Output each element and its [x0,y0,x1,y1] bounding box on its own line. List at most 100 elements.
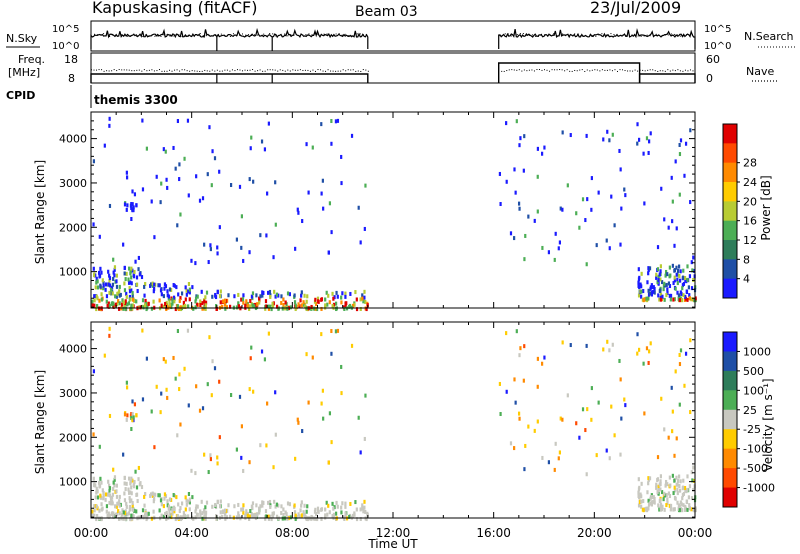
power-cell [191,285,194,290]
nave-dot [221,70,223,72]
nave-label: Nave [746,65,774,78]
power-cell [613,223,616,228]
velocity-cell [168,497,172,502]
nave-dot [609,69,611,71]
velocity-cell [271,514,275,519]
velocity-cell [547,460,551,465]
velocity-cell [196,504,199,509]
power-cell [322,206,325,211]
velocity-cell [689,410,692,415]
power-cell [523,134,526,139]
velocity-cell [675,475,678,480]
power-cell [584,218,587,223]
velocity-cell [100,480,103,485]
velocity-cell [671,473,674,478]
velocity-cell [92,369,96,374]
power-cell [288,292,291,297]
colorbar-cell [723,182,737,202]
nave-dot [622,69,624,71]
velocity-cell [300,500,303,505]
power-cell [315,307,319,312]
power-cell [637,267,640,272]
nave-dot [682,70,684,72]
velocity-cell [650,502,654,507]
velocity-cell [674,369,677,374]
velocity-cell [152,499,155,504]
nave-dot [586,69,588,71]
power-cell [167,294,171,299]
velocity-cell [306,504,309,509]
power-cell [665,282,668,287]
nave-tick-high: 60 [706,53,720,66]
velocity-cell [128,499,132,504]
colorbar-tick-label: 100 [743,384,764,397]
nave-dot [108,70,110,72]
velocity-cell [262,500,265,505]
power-cell [188,297,191,302]
power-cell [320,191,323,196]
velocity-cell [320,332,323,337]
velocity-cell [645,346,649,351]
nave-dot [214,70,216,72]
nsearch-dot [211,35,213,37]
velocity-cell [176,329,180,334]
velocity-cell [237,511,240,516]
power-cell [315,301,318,306]
power-cell [608,246,611,251]
velocity-cell [663,507,666,512]
velocity-cell [300,503,303,508]
colorbar-tick-label: -100 [743,443,768,456]
velocity-cell [681,508,684,513]
velocity-cell [505,389,508,394]
power-cell [151,283,155,288]
nsearch-dot [109,35,111,37]
power-cell [647,271,650,276]
velocity-cell [672,507,675,512]
power-cell [105,299,108,304]
velocity-cell [106,513,109,518]
nave-dot [289,70,291,72]
velocity-cell [187,499,190,504]
power-cell [195,294,198,299]
power-cell [267,306,271,311]
power-cell [218,169,221,174]
power-cell [91,303,94,308]
nave-dot [98,69,100,71]
velocity-cell [143,494,146,499]
velocity-cell [108,500,111,505]
power-cell [647,296,650,301]
velocity-cell [107,511,110,516]
velocity-cell [102,493,105,498]
nave-dot [327,69,329,71]
power-cell [123,301,127,306]
power-cell [498,171,502,176]
velocity-cell [636,351,639,356]
power-cell [195,174,198,179]
power-cell [359,307,362,312]
power-cell [359,240,362,245]
power-cell [215,306,218,311]
power-cell [240,245,243,250]
velocity-cell [677,506,680,511]
nsearch-dot [616,34,618,36]
nsearch-dot [329,35,331,37]
power-cell [130,281,133,286]
freq-unit-label: [MHz] [8,66,40,79]
power-cell [325,290,328,295]
velocity-cell [128,504,132,509]
velocity-cell [125,385,129,390]
power-cell [561,207,564,212]
nave-dot [297,69,299,71]
power-cell [647,150,650,155]
velocity-cell [678,362,682,367]
power-cell [350,133,354,138]
power-cell [687,285,690,290]
velocity-cell [664,483,667,488]
power-cell [320,297,324,302]
power-cell [135,203,138,208]
velocity-cell [340,391,343,396]
power-cell [113,273,116,278]
nsearch-dot [97,34,99,36]
velocity-cell [327,503,330,508]
nsearch-dot [190,35,192,37]
